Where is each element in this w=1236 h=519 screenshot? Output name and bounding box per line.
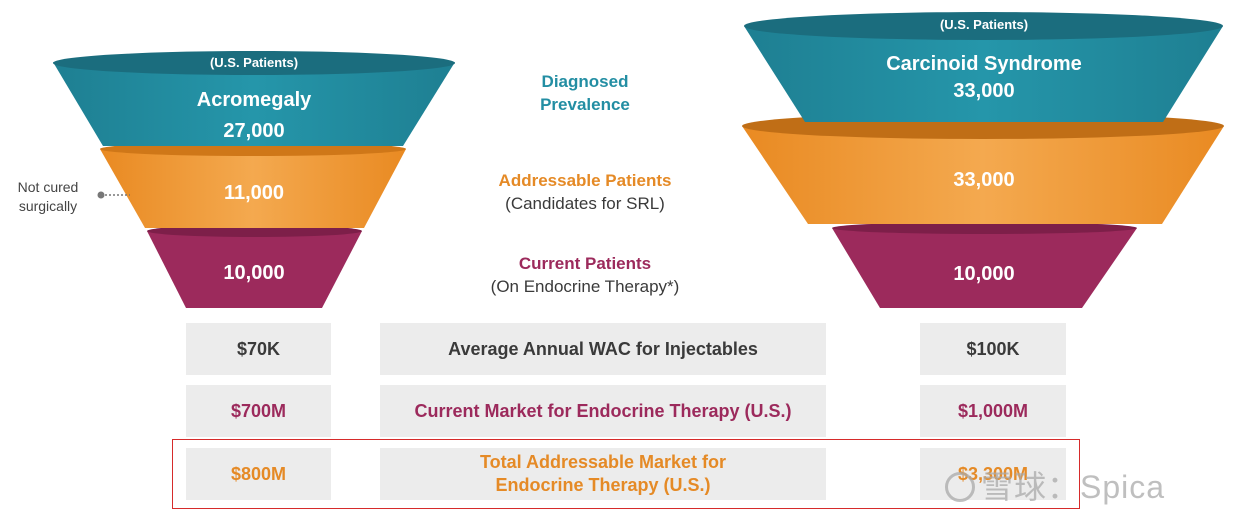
right-condition-name: Carcinoid Syndrome <box>886 53 1082 75</box>
left-condition-name: Acromegaly <box>196 89 312 111</box>
stage-addressable-subtitle: (Candidates for SRL) <box>505 194 665 213</box>
watermark-logo-icon <box>945 472 975 502</box>
right-addressable-value: 33,000 <box>953 169 1015 191</box>
right-current-value: 10,000 <box>953 263 1015 285</box>
row-wac-label: Average Annual WAC for Injectables <box>380 323 826 375</box>
left-funnel <box>53 51 455 308</box>
not-cured-surgically-note: Not cured surgically <box>17 179 79 214</box>
right-funnel-plum-rim <box>832 222 1137 234</box>
left-diagnosed-value: 27,000 <box>223 120 285 142</box>
left-current-value: 10,000 <box>223 262 285 284</box>
right-funnel-teal-rim <box>744 12 1223 40</box>
right-funnel <box>742 12 1224 308</box>
stage-diagnosed-title: Diagnosed Prevalence <box>540 72 630 114</box>
stage-addressable: Addressable Patients (Candidates for SRL… <box>440 169 730 215</box>
right-top-note: (U.S. Patients) <box>939 17 1029 32</box>
stage-current: Current Patients (On Endocrine Therapy*) <box>440 252 730 298</box>
left-funnel-teal-section <box>53 62 455 146</box>
right-funnel-teal-section <box>744 26 1223 122</box>
total-addressable-highlight-frame <box>172 439 1080 509</box>
stage-diagnosed: Diagnosed Prevalence <box>440 70 730 116</box>
right-diagnosed-value: 33,000 <box>953 80 1015 102</box>
left-funnel-teal-rim <box>53 51 455 75</box>
left-funnel-orange-section <box>100 149 406 228</box>
right-funnel-orange-section <box>742 126 1224 224</box>
row-total-addressable-left-value: $800M <box>186 448 331 500</box>
side-note-leader <box>97 191 130 199</box>
row-current-market-right-value: $1,000M <box>920 385 1066 437</box>
row-total-addressable-right-value: $3,300M <box>920 448 1066 500</box>
left-top-note: (U.S. Patients) <box>209 55 299 70</box>
row-total-addressable-label: Total Addressable Market for Endocrine T… <box>380 448 826 500</box>
row-wac-right-value: $100K <box>920 323 1066 375</box>
left-addressable-value: 11,000 <box>223 182 285 204</box>
row-current-market-label: Current Market for Endocrine Therapy (U.… <box>380 385 826 437</box>
watermark: 雪球：Spica <box>945 462 1165 508</box>
funnel-graphics <box>53 12 1224 308</box>
watermark-text: 雪球：Spica <box>981 469 1166 505</box>
stage-current-title: Current Patients <box>518 254 652 273</box>
left-funnel-plum-section <box>147 231 362 308</box>
row-wac-left-value: $70K <box>186 323 331 375</box>
stage-current-subtitle: (On Endocrine Therapy*) <box>490 277 680 296</box>
stage-addressable-title: Addressable Patients <box>498 171 672 190</box>
row-current-market-left-value: $700M <box>186 385 331 437</box>
right-funnel-plum-section <box>832 228 1137 308</box>
